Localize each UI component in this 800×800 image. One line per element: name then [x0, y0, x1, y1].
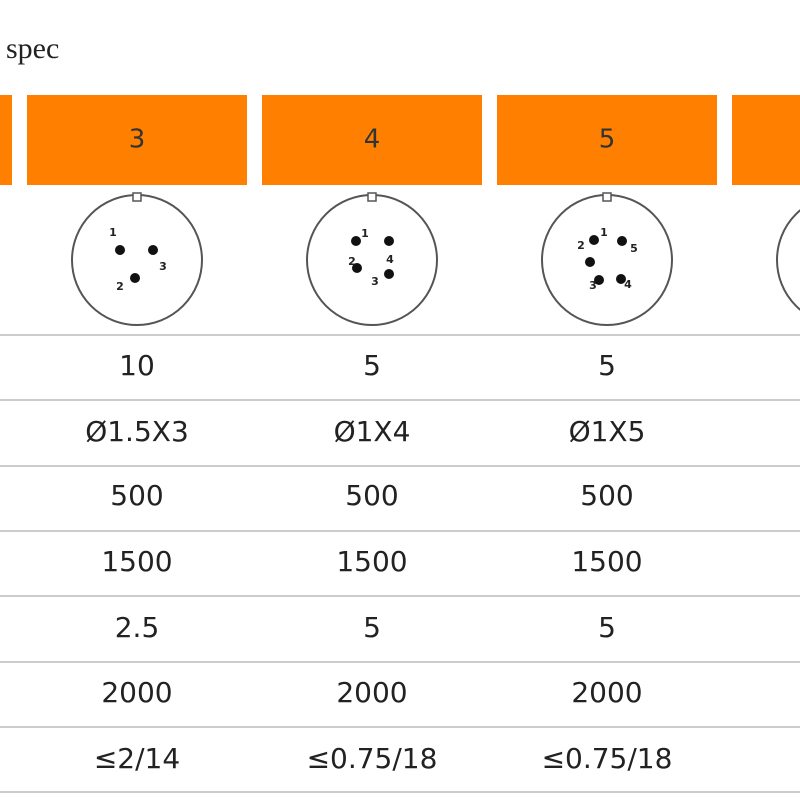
pin-label: 2 [116, 280, 124, 293]
cell: 500 [580, 479, 633, 512]
pin-dot [148, 245, 158, 255]
pin-label: 4 [624, 278, 632, 291]
pin-label: 3 [371, 275, 379, 288]
cell: ≤0.75/18 [307, 742, 438, 775]
cell: 2000 [101, 676, 172, 709]
connector [71, 194, 203, 326]
pin-dot [352, 263, 362, 273]
pin-dot [115, 245, 125, 255]
cell: 500 [110, 479, 163, 512]
cell: 5 [598, 611, 616, 644]
cell: 5 [598, 349, 616, 382]
header-box [27, 95, 247, 185]
cell: 2000 [571, 676, 642, 709]
connector-partial [776, 209, 800, 311]
header-label: 3 [129, 125, 146, 155]
cell: ≤0.75/18 [542, 742, 673, 775]
connector-notch [132, 192, 142, 202]
title: spec [6, 32, 59, 65]
header-box [262, 95, 482, 185]
cell: 5 [363, 349, 381, 382]
cell: Ø1X4 [334, 415, 411, 448]
cell: Ø1X5 [569, 415, 646, 448]
pin-dot [589, 235, 599, 245]
pin-dot [617, 236, 627, 246]
connector-notch [367, 192, 377, 202]
cell: 500 [345, 479, 398, 512]
pin-dot [384, 236, 394, 246]
connector [306, 194, 438, 326]
pin-label: 1 [361, 227, 369, 240]
header-label: 4 [364, 125, 381, 155]
pin-label: 3 [159, 260, 167, 273]
header-label: 5 [599, 125, 616, 155]
pin-dot [616, 274, 626, 284]
pin-label: 3 [589, 279, 597, 292]
connector-notch [602, 192, 612, 202]
cell: 1500 [571, 545, 642, 578]
header-box-partial [0, 95, 12, 185]
cell: Ø1.5X3 [85, 415, 189, 448]
cell: 2.5 [115, 611, 160, 644]
pin-label: 2 [577, 239, 585, 252]
cell: 5 [363, 611, 381, 644]
pin-dot [130, 273, 140, 283]
pin-label: 4 [386, 253, 394, 266]
cell: 10 [119, 349, 155, 382]
pin-label: 5 [630, 242, 638, 255]
header-box-partial [732, 95, 800, 185]
pin-dot [594, 275, 604, 285]
pin-label: 2 [348, 255, 356, 268]
pin-label: 1 [109, 226, 117, 239]
cell: 1500 [336, 545, 407, 578]
cell: ≤2/14 [94, 742, 180, 775]
pin-dot [585, 257, 595, 267]
pin-dot [351, 236, 361, 246]
cell: 1500 [101, 545, 172, 578]
pin-label: 1 [600, 226, 608, 239]
pin-dot [384, 269, 394, 279]
header-box [497, 95, 717, 185]
cell: 2000 [336, 676, 407, 709]
connector [541, 194, 673, 326]
